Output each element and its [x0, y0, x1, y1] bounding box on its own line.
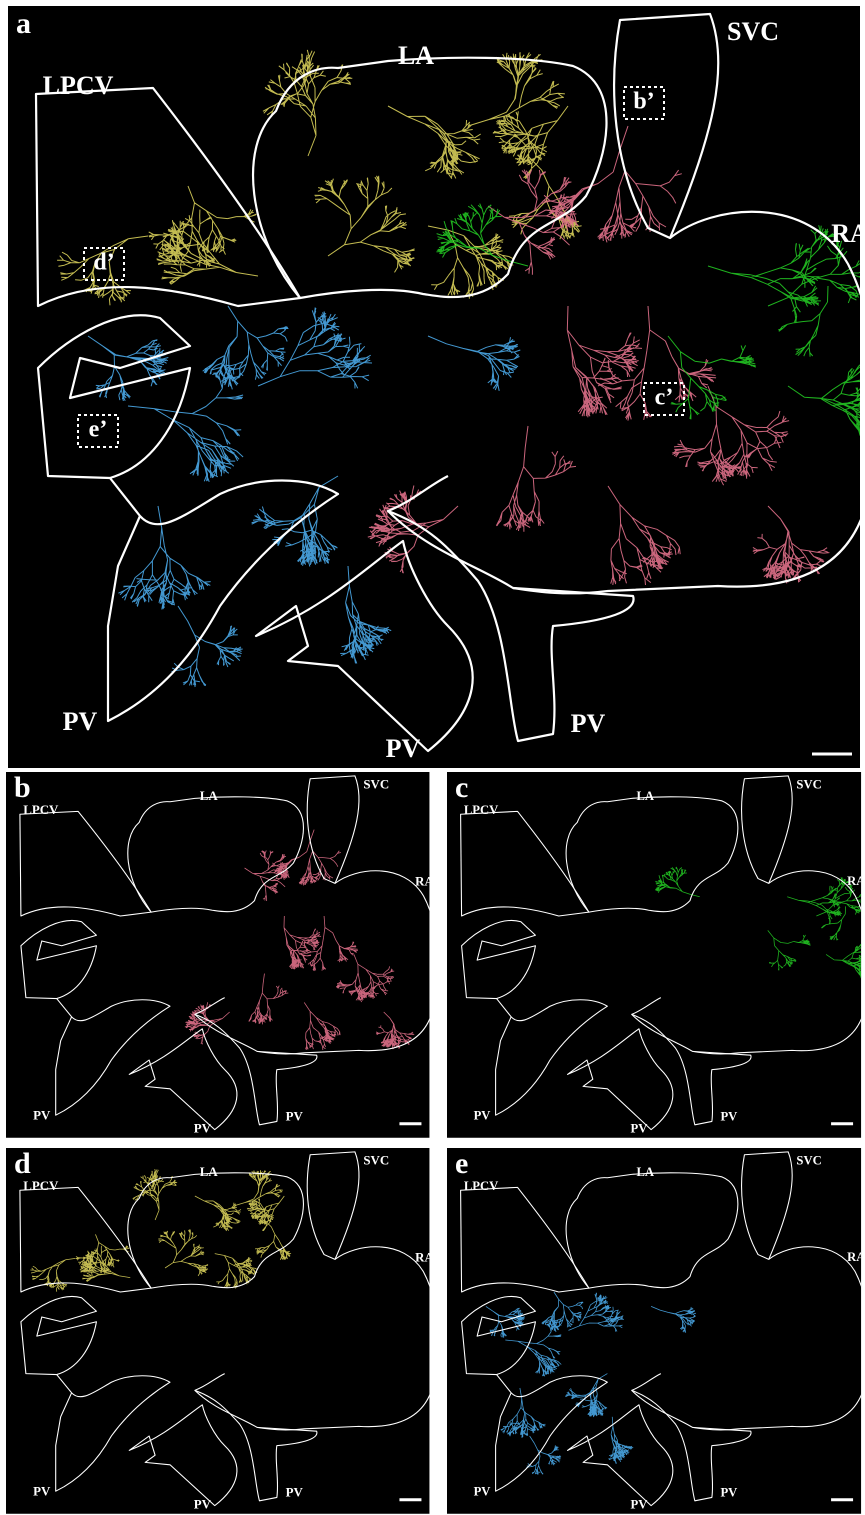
- panel: LA SVC LPCV RA PV PV PV b’ c’ d’ e’: [34, 12, 865, 763]
- nerve-tracing: [184, 829, 415, 1050]
- region-label: PV: [631, 1122, 648, 1136]
- panel-content: LA SVC LPCV RA PV PV PV: [460, 1151, 865, 1512]
- region-label: PV: [286, 1110, 304, 1124]
- inset-box: [83, 247, 125, 281]
- region-label: LA: [200, 1165, 219, 1179]
- region-label: PV: [720, 1486, 737, 1500]
- nerve-tracing: [367, 125, 830, 586]
- panel-background: [6, 772, 430, 1138]
- panel-label: b: [14, 771, 31, 804]
- inset-label: c’: [655, 385, 674, 411]
- nerve-tracing: [30, 1168, 292, 1292]
- nerve-tracing: [87, 305, 521, 688]
- inset-box: [643, 382, 685, 416]
- nerve-tracing: [485, 1291, 697, 1475]
- region-label: PV: [571, 709, 606, 738]
- region-label: SVC: [796, 777, 821, 791]
- nerve-tracing: [57, 49, 582, 306]
- panel-content: LA SVC LPCV RA PV PV PV: [460, 775, 865, 1136]
- region-label: PV: [194, 1498, 212, 1512]
- nerve-tracing: [655, 866, 862, 979]
- panel-label: e: [455, 1147, 468, 1180]
- panel-background: [6, 1148, 430, 1514]
- panel: LA SVC LPCV RA PV PV PV: [460, 775, 865, 1136]
- panel-background: [447, 772, 862, 1138]
- panel: LA SVC LPCV RA PV PV PV: [19, 1151, 434, 1512]
- region-label: LPCV: [23, 1179, 59, 1193]
- region-label: SVC: [727, 17, 779, 46]
- region-label: SVC: [796, 1153, 821, 1167]
- region-label: LPCV: [464, 803, 498, 817]
- region-label: SVC: [363, 1154, 389, 1168]
- inset-box: [77, 414, 119, 448]
- region-label: PV: [33, 1485, 51, 1499]
- nerve-tracing: [436, 203, 860, 436]
- region-label: LA: [637, 789, 655, 803]
- panel-content: LA SVC LPCV RA PV PV PV: [19, 1151, 434, 1512]
- panel: LA SVC LPCV RA PV PV PV: [19, 775, 434, 1136]
- region-label: PV: [474, 1109, 491, 1123]
- panel-label: a: [16, 7, 31, 40]
- region-label: RA: [847, 874, 865, 888]
- region-label: PV: [33, 1109, 51, 1123]
- region-label: LPCV: [23, 803, 59, 817]
- region-label: RA: [831, 219, 865, 248]
- region-label: PV: [286, 1486, 304, 1500]
- region-label: PV: [474, 1485, 491, 1499]
- region-label: LA: [637, 1165, 655, 1179]
- region-label: SVC: [363, 778, 389, 792]
- region-label: LPCV: [43, 71, 114, 100]
- region-label: LA: [200, 789, 219, 803]
- panel-content: LA SVC LPCV RA PV PV PV: [19, 775, 434, 1136]
- region-label: PV: [194, 1122, 212, 1136]
- panel-background: [8, 6, 860, 768]
- inset-label: d’: [93, 250, 114, 276]
- region-label: PV: [386, 734, 421, 763]
- panel-label: c: [455, 771, 468, 804]
- region-label: RA: [847, 1250, 865, 1264]
- region-label: PV: [631, 1498, 648, 1512]
- inset-label: e’: [89, 417, 108, 443]
- region-label: LA: [398, 41, 434, 70]
- panel: LA SVC LPCV RA PV PV PV: [460, 1151, 865, 1512]
- inset-label: b’: [633, 89, 654, 115]
- panel-background: [447, 1148, 862, 1514]
- region-label: RA: [415, 1250, 434, 1264]
- panel-content: LA SVC LPCV RA PV PV PV b’ c’ d’ e’: [34, 12, 865, 763]
- region-label: PV: [63, 707, 98, 736]
- region-label: RA: [415, 874, 434, 888]
- panel-label: d: [14, 1147, 31, 1180]
- region-label: LPCV: [464, 1179, 498, 1193]
- region-label: PV: [720, 1110, 737, 1124]
- inset-box: [623, 86, 665, 120]
